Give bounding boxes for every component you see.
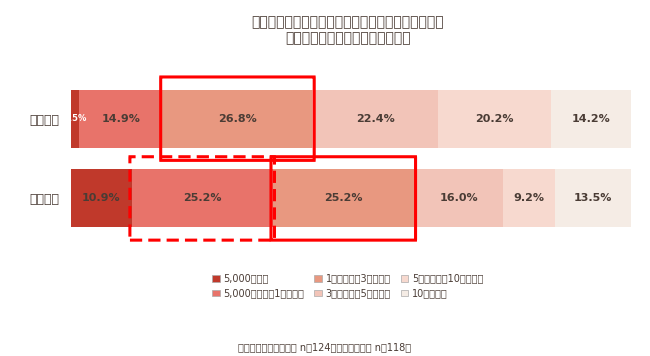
Text: 14.2%: 14.2% bbox=[571, 114, 610, 124]
Text: 13.5%: 13.5% bbox=[573, 193, 612, 203]
Bar bbox=[79, 90, 162, 148]
Bar bbox=[503, 169, 555, 227]
Text: 14.9%: 14.9% bbox=[101, 114, 140, 124]
Text: 1.5%: 1.5% bbox=[63, 114, 86, 123]
Text: 16.0%: 16.0% bbox=[439, 193, 478, 203]
Bar bbox=[162, 90, 313, 148]
Text: 22.4%: 22.4% bbox=[356, 114, 395, 124]
Bar bbox=[555, 169, 630, 227]
Text: 25.2%: 25.2% bbox=[324, 193, 363, 203]
Bar bbox=[438, 90, 551, 148]
Text: （単一回答　犬飼育者 n＝124　・　猌飼育者 n＝118）: （単一回答 犬飼育者 n＝124 ・ 猌飼育者 n＝118） bbox=[239, 342, 411, 352]
Text: 25.2%: 25.2% bbox=[183, 193, 222, 203]
Text: 26.8%: 26.8% bbox=[218, 114, 257, 124]
Bar bbox=[71, 90, 79, 148]
Bar bbox=[313, 90, 438, 148]
Text: 10.9%: 10.9% bbox=[82, 193, 120, 203]
Text: 20.2%: 20.2% bbox=[475, 114, 514, 124]
Title: 支出額が「増えた」と回答した方にお聴きします。
どのぐらい費用が増えましたか？: 支出額が「増えた」と回答した方にお聴きします。 どのぐらい費用が増えましたか？ bbox=[252, 15, 444, 45]
Bar bbox=[132, 169, 273, 227]
Bar bbox=[71, 169, 132, 227]
Legend: 5,000円未満, 5,000円以上～1万円未満, 1万円以上～3万円未満, 3万円以上～5万円未満, 5万円以上～10万円未満, 10万円以上: 5,000円未満, 5,000円以上～1万円未満, 1万円以上～3万円未満, 3… bbox=[208, 270, 488, 302]
Bar bbox=[551, 90, 630, 148]
Text: 9.2%: 9.2% bbox=[514, 193, 545, 203]
Bar bbox=[273, 169, 414, 227]
Bar bbox=[414, 169, 503, 227]
